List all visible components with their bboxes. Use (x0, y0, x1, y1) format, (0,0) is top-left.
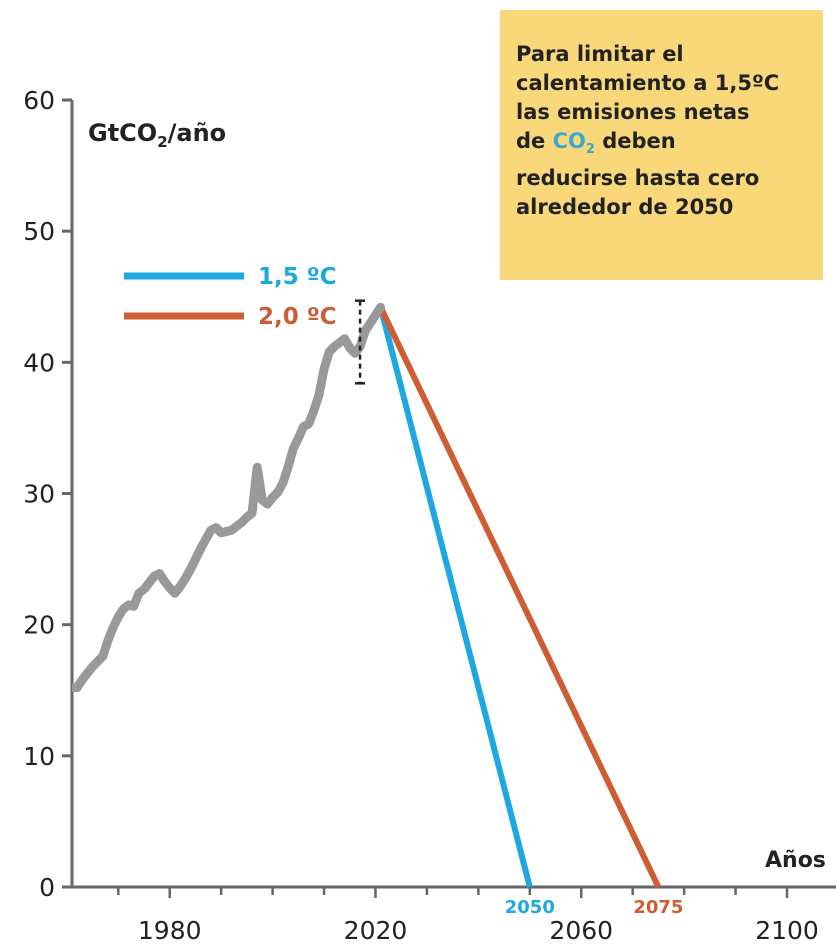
y-tick-label: 20 (23, 611, 55, 640)
y-tick-label: 60 (23, 86, 55, 115)
y-tick-label: 10 (23, 742, 55, 771)
y-axis-ticks: 0 10 20 30 40 50 60 (23, 86, 72, 902)
series-layer (72, 302, 662, 889)
y-tick-label: 50 (23, 217, 55, 246)
x-tick-label: 1980 (138, 916, 202, 945)
y-unit-label: GtCO2/año (88, 119, 226, 151)
y-tick-label: 40 (23, 348, 55, 377)
end-year-label: 2075 (633, 897, 683, 918)
legend-label-1-5c: 1,5 ºC (258, 264, 337, 290)
end-year-label: 2050 (505, 897, 555, 918)
y-tick-label: 0 (39, 873, 55, 902)
series-line-1-5c (377, 306, 533, 888)
x-tick-label: 2020 (344, 916, 408, 945)
legend-label-2-0c: 2,0 ºC (258, 304, 337, 330)
co2-highlight: CO2 (552, 129, 595, 158)
y-tick-label: 30 (23, 480, 55, 509)
callout-line: reducirse hasta cero (516, 166, 760, 191)
end-year-labels: 2050 2075 (505, 897, 684, 918)
series-line-historical (72, 329, 370, 693)
historical-connector (360, 302, 386, 336)
callout-line: las emisiones netas (516, 100, 750, 124)
callout-line: Para limitar el (516, 42, 684, 66)
series-line-2-0c (377, 305, 662, 889)
callout-line: de CO2 deben (516, 129, 676, 158)
uncertainty-bar (355, 299, 366, 385)
x-tick-label: 2100 (755, 916, 819, 945)
legend: 1,5 ºC 2,0 ºC (124, 264, 337, 330)
callout-line: calentamiento a 1,5ºC (516, 71, 780, 95)
callout-line: alrededor de 2050 (516, 195, 734, 220)
x-tick-label: 2060 (549, 916, 613, 945)
x-axis-title: Años (765, 848, 826, 873)
callout-box: Para limitar el calentamiento a 1,5ºC la… (500, 10, 823, 280)
x-axis-ticks: 1980 2020 2060 2100 (117, 887, 819, 945)
